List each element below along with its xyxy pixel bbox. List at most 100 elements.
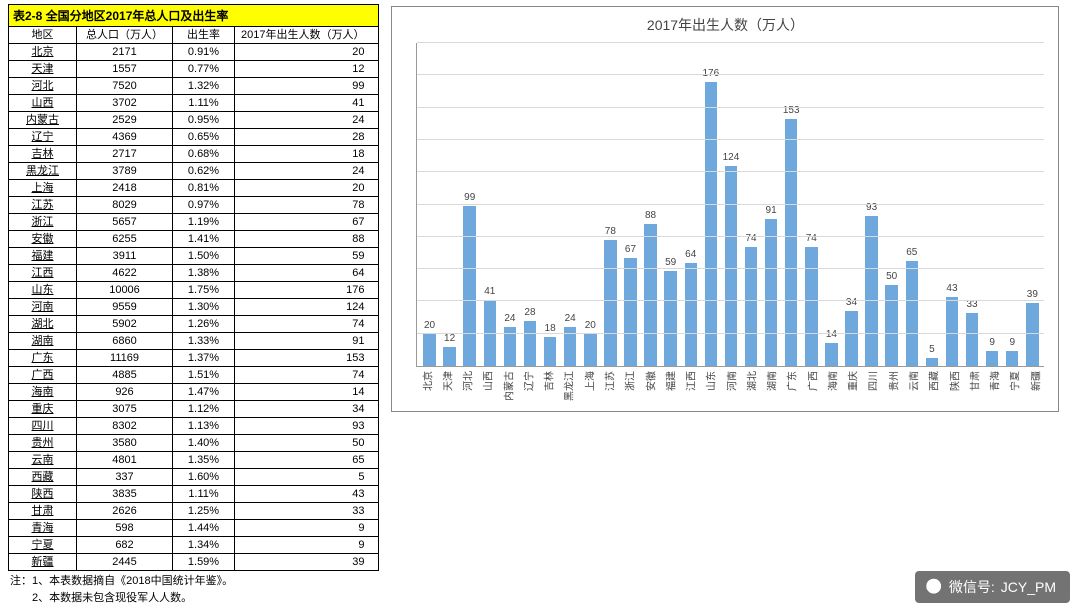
table-cell: 4622 [77,265,173,282]
bar-slot: 41 [480,43,500,366]
table-cell: 江苏 [9,197,77,214]
x-axis-label: 广东 [781,367,801,411]
chart-gridline [417,171,1044,172]
table-row: 山东100061.75%176 [9,282,379,299]
chart-title: 2017年出生人数（万人） [392,7,1058,39]
bar: 9 [986,351,998,366]
x-axis-label: 江苏 [599,367,619,411]
table-cell: 甘肃 [9,503,77,520]
table-cell: 4369 [77,129,173,146]
table-cell: 33 [235,503,379,520]
table-cell: 四川 [9,418,77,435]
x-axis-label: 海南 [822,367,842,411]
table-cell: 2626 [77,503,173,520]
bar: 124 [725,166,737,366]
bar-value-label: 5 [929,344,935,355]
table-row: 辽宁43690.65%28 [9,129,379,146]
bar-value-label: 9 [989,337,995,348]
bar-value-label: 67 [625,244,636,255]
table-cell: 1.38% [173,265,235,282]
table-cell: 43 [235,486,379,503]
table-cell: 1.26% [173,316,235,333]
table-row: 江西46221.38%64 [9,265,379,282]
table-cell: 陕西 [9,486,77,503]
x-axis-label: 内蒙古 [498,367,518,411]
table-cell: 1.25% [173,503,235,520]
table-cell: 0.68% [173,146,235,163]
bar-slot: 74 [801,43,821,366]
bar: 64 [685,263,697,366]
x-axis-label: 吉林 [538,367,558,411]
table-cell: 88 [235,231,379,248]
table-cell: 3075 [77,401,173,418]
table-cell: 4885 [77,367,173,384]
table-cell: 0.97% [173,197,235,214]
table-cell: 辽宁 [9,129,77,146]
x-axis-label: 黑龙江 [558,367,578,411]
table-cell: 3835 [77,486,173,503]
bar-slot: 43 [942,43,962,366]
table-cell: 1.35% [173,452,235,469]
bar: 14 [825,343,837,366]
table-cell: 99 [235,78,379,95]
bar: 74 [745,247,757,367]
table-cell: 9559 [77,299,173,316]
bar-slot: 65 [902,43,922,366]
table-cell: 24 [235,163,379,180]
table-row: 福建39111.50%59 [9,248,379,265]
bar: 65 [906,261,918,366]
table-cell: 20 [235,44,379,61]
x-axis-label: 山东 [700,367,720,411]
table-cell: 河北 [9,78,77,95]
table-cell: 广西 [9,367,77,384]
table-row: 河南95591.30%124 [9,299,379,316]
table-row: 天津15570.77%12 [9,61,379,78]
x-axis-label: 湖南 [761,367,781,411]
bar: 99 [463,206,475,366]
bar: 93 [865,216,877,366]
table-cell: 上海 [9,180,77,197]
table-cell: 2171 [77,44,173,61]
bar-slot: 91 [761,43,781,366]
chart-bars: 2012994124281824207867885964176124749115… [417,43,1044,366]
table-cell: 2418 [77,180,173,197]
bar: 59 [664,271,676,366]
bar-slot: 20 [580,43,600,366]
table-cell: 8029 [77,197,173,214]
bar-slot: 24 [560,43,580,366]
table-cell: 9 [235,520,379,537]
table-cell: 18 [235,146,379,163]
table-cell: 湖北 [9,316,77,333]
bar-value-label: 91 [766,205,777,216]
bar-value-label: 34 [846,297,857,308]
x-axis-label: 四川 [862,367,882,411]
x-axis-label: 湖北 [741,367,761,411]
bar-slot: 9 [982,43,1002,366]
table-cell: 1.40% [173,435,235,452]
bar-slot: 5 [922,43,942,366]
table-cell: 新疆 [9,554,77,571]
table-cell: 1.60% [173,469,235,486]
table-cell: 福建 [9,248,77,265]
bar-slot: 18 [540,43,560,366]
bar-slot: 153 [781,43,801,366]
table-row: 山西37021.11%41 [9,95,379,112]
table-row: 贵州35801.40%50 [9,435,379,452]
table-cell: 0.65% [173,129,235,146]
table-cell: 河南 [9,299,77,316]
bar-slot: 50 [882,43,902,366]
bar-value-label: 50 [886,271,897,282]
chart-gridline [417,107,1044,108]
table-cell: 西藏 [9,469,77,486]
bar-slot: 20 [419,43,439,366]
table-region: 表2-8 全国分地区2017年总人口及出生率 地区 总人口（万人） 出生率 20… [8,4,379,606]
table-cell: 12 [235,61,379,78]
bar-value-label: 20 [585,320,596,331]
bar-value-label: 59 [665,257,676,268]
table-cell: 91 [235,333,379,350]
bar-slot: 12 [440,43,460,366]
table-cell: 64 [235,265,379,282]
bar-slot: 34 [841,43,861,366]
table-cell: 34 [235,401,379,418]
bar: 34 [845,311,857,366]
